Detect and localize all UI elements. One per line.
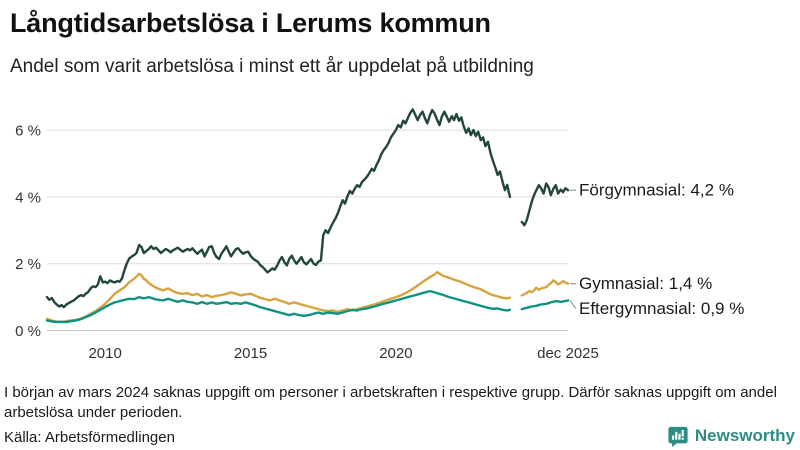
y-axis-tick-label: 6 % [15,123,41,140]
source-credit: Källa: Arbetsförmedlingen [4,429,175,446]
page-subtitle: Andel som varit arbetslösa i minst ett å… [10,56,534,77]
newsworthy-brand-text: Newsworthy [694,426,795,445]
series-line-gymnasial [45,270,570,324]
y-axis-tick-label: 0 % [15,323,41,340]
page-title: Långtidsarbetslösa i Lerums kommun [10,8,491,38]
x-axis-tick-label: 2010 [88,345,121,362]
label-leader-line [569,300,577,310]
chart-footnote: I början av mars 2024 saknas uppgift om … [4,384,777,421]
series-line-eftergymnasial [45,289,570,324]
series-end-label-gymnasial: Gymnasial: 1,4 % [579,274,712,293]
newsworthy-brand: Newsworthy [667,425,795,447]
y-axis-tick-label: 2 % [15,256,41,273]
newsworthy-logo-icon [668,426,688,447]
x-axis-tick-label: 2015 [234,345,267,362]
series-line-förgymnasial [45,108,570,309]
series-end-label-förgymnasial: Förgymnasial: 4,2 % [579,181,734,200]
x-axis-tick-label: dec 2025 [537,345,599,362]
x-axis-tick-label: 2020 [379,345,412,362]
y-axis-tick-label: 4 % [15,189,41,206]
series-end-label-eftergymnasial: Eftergymnasial: 0,9 % [579,299,744,318]
